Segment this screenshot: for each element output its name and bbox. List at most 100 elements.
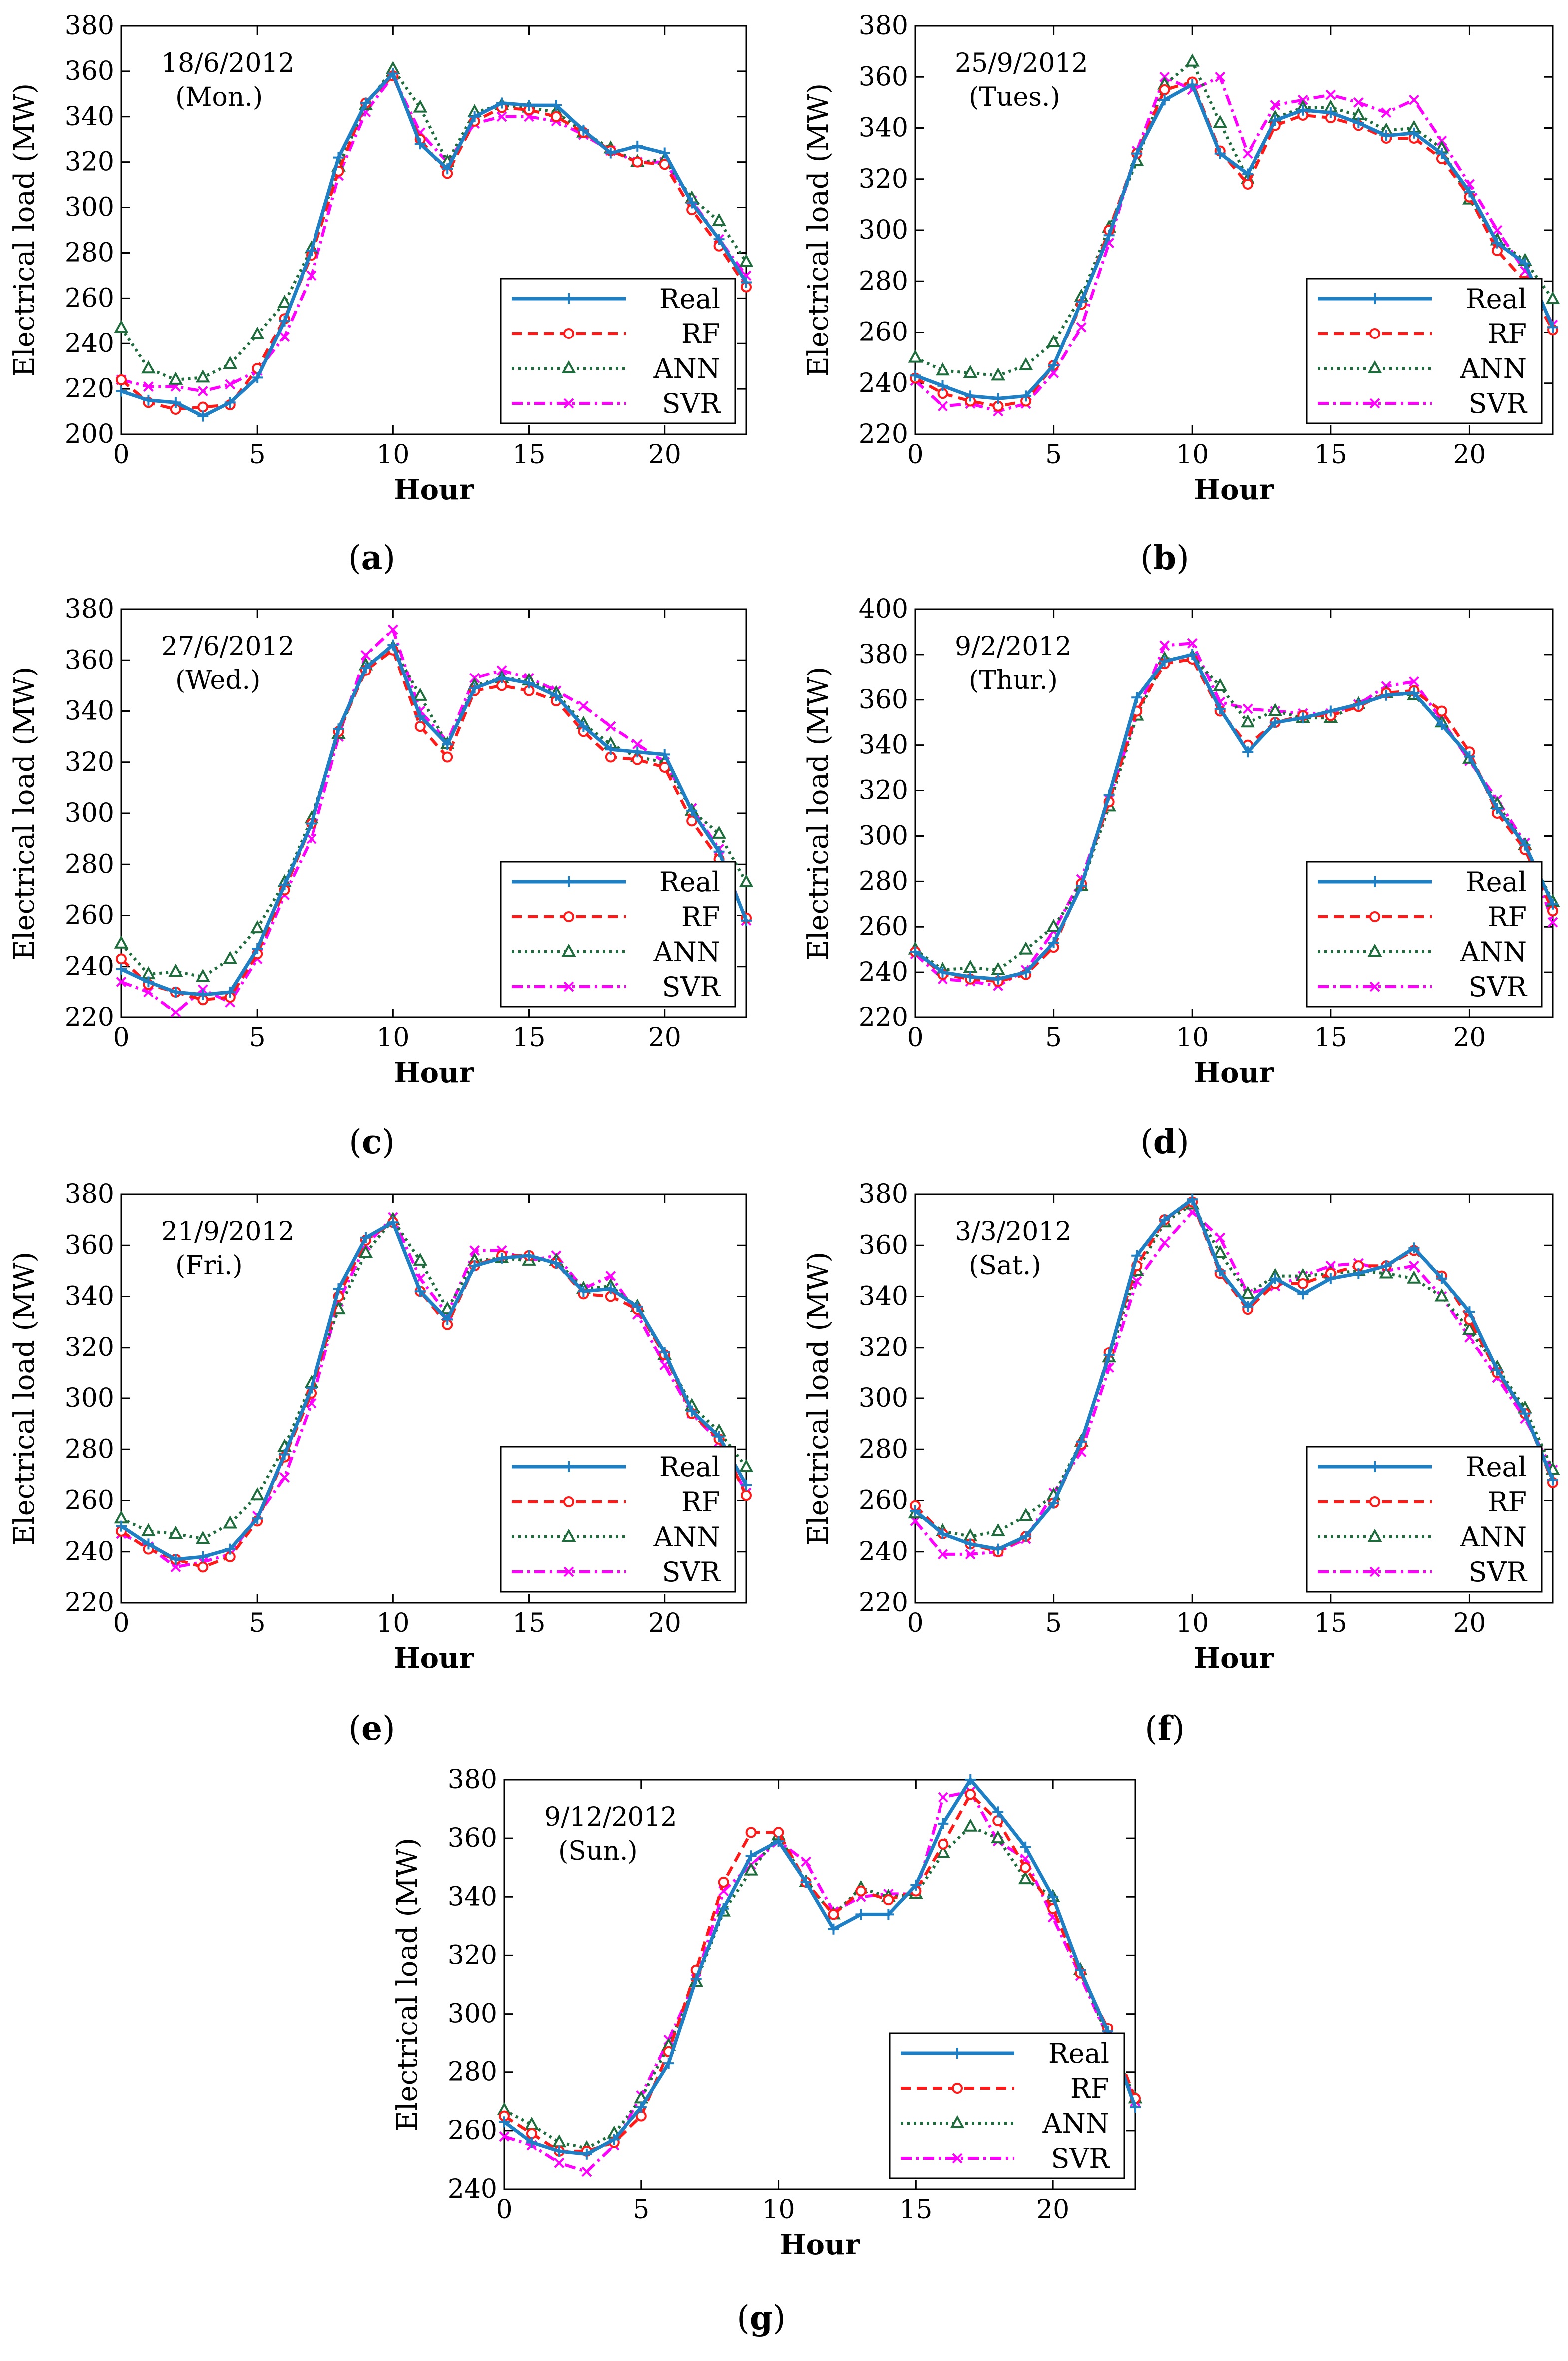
legend-marker-svr [1369,398,1380,409]
data-point-real [581,2148,592,2160]
data-point-real [279,315,290,327]
data-point-real [713,234,725,245]
data-point-real [608,2134,620,2145]
data-point-svr [554,2157,565,2168]
data-point-real [553,2145,565,2157]
legend-marker-rf [563,911,574,922]
data-point-svr [605,1271,616,1282]
data-point-ann [1213,1245,1228,1258]
legend-label-real: Real [1048,2038,1109,2069]
data-point-ann [936,1845,950,1858]
data-point-real [360,662,371,674]
x-tick-label: 15 [512,440,545,470]
y-tick-label: 320 [65,147,114,177]
data-point-ann [908,349,923,363]
legend-marker-rf [952,2083,963,2094]
data-point-ann [195,369,210,383]
date-annotation: 3/3/2012 [955,1217,1072,1247]
legend-marker-rf [1369,911,1380,922]
data-point-ann [1462,1321,1477,1335]
x-tick-label: 10 [376,440,409,470]
y-tick-label: 360 [859,62,908,92]
day-annotation: (Tues.) [969,82,1060,112]
data-point-ann [1545,291,1560,305]
data-point-svr [1242,148,1253,159]
y-axis-title: Electrical load (MW) [8,667,41,960]
y-tick-label: 380 [859,1179,908,1209]
legend-marker-ann [561,1528,576,1542]
data-point-real [605,744,616,755]
data-point-real [635,2102,647,2113]
series-line-real [120,1220,748,1561]
legend-marker-real [563,293,574,304]
data-point-real [143,394,154,406]
data-point-real [1269,717,1281,728]
data-point-real [605,147,616,159]
x-tick-label: 20 [648,1608,681,1638]
chart-panel-d: 220 240 260 280 300 320 340 360 380 400 0 5 10 15 20 Ho… [802,594,1560,1161]
data-point-real [741,1479,752,1491]
data-point-real [713,1431,725,1442]
data-point-rf [442,751,453,763]
x-axis-title: Hour [780,2228,861,2261]
y-tick-label: 340 [448,1882,497,1912]
y-tick-label: 220 [859,1588,908,1618]
data-point-real [1325,107,1336,118]
x-tick-label: 20 [1453,1023,1486,1053]
data-point-real [938,1818,949,1829]
y-tick-label: 380 [859,640,908,670]
data-point-real [1297,712,1309,724]
x-tick-label: 5 [249,1608,266,1638]
data-point-rf [526,2128,537,2139]
x-axis-title: Hour [394,473,475,506]
day-annotation: (Mon.) [175,82,263,112]
data-point-real [1048,359,1059,371]
data-point-svr [605,721,616,732]
y-tick-label: 300 [859,215,908,245]
y-tick-label: 300 [65,798,114,828]
data-point-svr [170,1562,181,1572]
data-point-ann [739,1459,754,1473]
legend-label-ann: ANN [1460,1521,1527,1553]
series-real [116,1217,752,1565]
y-tick-label: 220 [65,1588,114,1618]
day-annotation: (Thur.) [969,666,1058,695]
legend-label-ann: ANN [653,936,721,968]
data-point-rf [965,1789,976,1800]
chart-panel-a: 200 220 240 260 280 300 320 340 360 380 0 5 10 15 20 Ho… [8,11,754,577]
legend-marker-svr [563,1566,574,1577]
y-tick-label: 220 [65,374,114,404]
legend-marker-svr [1369,981,1380,992]
data-point-svr [116,977,127,987]
panel-caption: (c) [349,1122,395,1161]
data-point-ann [168,371,183,385]
data-point-ann [413,687,428,701]
x-tick-label: 0 [113,1608,129,1638]
data-point-real [170,986,181,998]
data-point-real [1297,104,1309,116]
y-tick-label: 280 [65,238,114,268]
legend-marker-ann [561,943,576,957]
y-tick-label: 260 [65,283,114,313]
data-point-real [1353,698,1364,710]
data-point-real [306,1382,317,1394]
data-point-real [306,818,317,829]
data-point-svr [225,379,236,390]
data-point-real [414,1286,426,1297]
data-point-real [143,1538,154,1550]
data-point-ann [1268,703,1283,716]
data-point-real [523,677,535,689]
legend-label-real: Real [1466,866,1527,898]
data-point-real [1547,898,1558,910]
data-point-svr [496,111,507,122]
x-tick-label: 20 [1036,2195,1069,2225]
data-point-real [1214,703,1226,714]
data-point-ann [1240,714,1255,728]
data-point-svr [387,624,398,635]
data-point-real [1242,1301,1254,1312]
data-point-real [1519,258,1531,269]
data-point-real [659,1347,670,1358]
